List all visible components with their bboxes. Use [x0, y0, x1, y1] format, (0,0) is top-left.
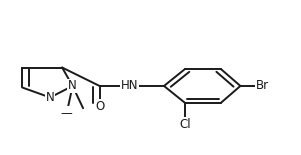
Text: HN: HN [121, 80, 138, 92]
Text: N: N [68, 80, 77, 92]
Text: N: N [68, 80, 77, 92]
Text: Cl: Cl [179, 118, 191, 131]
Text: O: O [95, 100, 104, 113]
Text: —: — [61, 107, 73, 120]
Text: Br: Br [256, 80, 269, 92]
Text: N: N [46, 91, 54, 104]
